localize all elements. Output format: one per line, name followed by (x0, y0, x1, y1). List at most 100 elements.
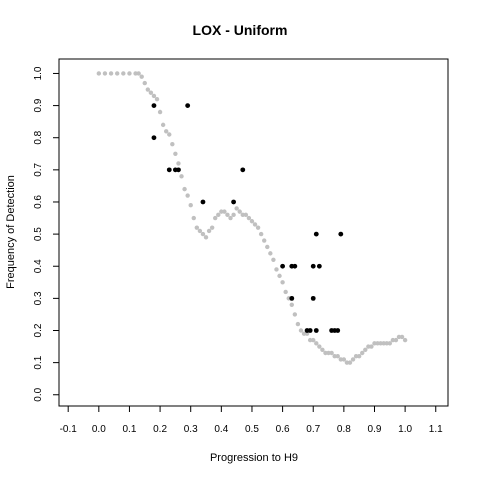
gray-point (148, 90, 154, 95)
black-point (176, 167, 181, 173)
gray-point (262, 238, 267, 243)
gray-point (317, 344, 322, 349)
gray-point (160, 122, 166, 128)
gray-point (399, 334, 405, 340)
gray-point (102, 71, 108, 76)
gray-point (164, 129, 169, 134)
gray-point (167, 132, 172, 137)
gray-point (360, 350, 365, 356)
gray-point (139, 74, 144, 79)
gray-point (307, 337, 313, 343)
gray-point (234, 206, 239, 211)
gray-point (197, 228, 203, 234)
gray-point (326, 350, 331, 356)
gray-point (203, 235, 209, 240)
y-axis: 0.0 0.1 0.2 0.3 0.4 0.5 0.6 0.7 0.8 0.9 1.0 (33, 66, 59, 402)
gray-point (240, 212, 245, 218)
gray-point (142, 80, 147, 86)
black-point (289, 295, 295, 301)
gray-point (173, 151, 178, 156)
gray-point (268, 251, 273, 256)
x-axis: -0.1 0.0 0.1 0.2 0.3 0.4 0.5 0.6 0.7 0.8 0.9 1.0 1.1 (60, 406, 443, 435)
gray-point (292, 312, 298, 317)
gray-point (298, 328, 304, 333)
black-point (151, 135, 157, 141)
gray-point (200, 231, 206, 237)
gray-point (246, 215, 252, 221)
gray-point (265, 244, 270, 250)
y-tick-label: 0.9 (33, 98, 44, 112)
x-tick-label: 0.0 (92, 424, 106, 435)
gray-point (314, 341, 319, 346)
y-axis-label: Frequency of Detection (5, 175, 17, 289)
black-point (313, 328, 319, 333)
gray-point (283, 289, 288, 295)
gray-point (347, 360, 353, 365)
gray-point (375, 341, 380, 346)
gray-point (335, 354, 340, 359)
x-tick-label: 0.4 (214, 424, 228, 435)
gray-point (338, 357, 343, 362)
gray-point (277, 273, 282, 279)
chart-title: LOX - Uniform (193, 22, 288, 38)
y-tick-label: 0.2 (33, 323, 44, 337)
y-tick-label: 0.6 (33, 195, 44, 209)
gray-point (311, 337, 316, 343)
black-point (313, 231, 319, 237)
gray-point (289, 302, 294, 307)
gray-point (176, 161, 181, 166)
gray-point (219, 209, 224, 214)
gray-point (323, 350, 328, 356)
gray-point (332, 354, 337, 359)
x-tick-label: 0.6 (276, 424, 290, 435)
gray-point (206, 228, 212, 234)
y-tick-label: 0.1 (33, 355, 44, 369)
x-tick-label: 0.8 (337, 424, 351, 435)
black-point (231, 199, 236, 205)
gray-point (280, 280, 285, 285)
black-point (200, 199, 206, 205)
gray-point (151, 93, 157, 99)
gray-point (356, 354, 362, 359)
plot-area-frame (58, 58, 449, 407)
black-point (316, 263, 322, 269)
y-tick-label: 0.5 (33, 227, 44, 241)
gray-point (188, 202, 193, 208)
black-point (310, 295, 316, 301)
black-point (185, 103, 191, 108)
gray-point (295, 321, 301, 327)
gray-point (252, 222, 258, 227)
gray-point (301, 331, 307, 336)
gray-point (237, 209, 242, 214)
x-tick-label: 0.1 (122, 424, 136, 435)
black-point (280, 263, 285, 269)
black-point (151, 103, 157, 108)
x-tick-label: 1.1 (429, 424, 443, 435)
gray-point (366, 344, 371, 349)
gray-point (182, 186, 187, 192)
gray-point (179, 174, 184, 179)
gray-point (271, 257, 276, 263)
gray-point (191, 215, 196, 221)
x-tick-label: 1.0 (398, 424, 412, 435)
gray-point (222, 209, 227, 214)
gray-point (136, 71, 141, 76)
gray-point (353, 354, 359, 359)
gray-point (231, 212, 236, 218)
gray-point (387, 341, 392, 346)
black-point (240, 167, 246, 173)
x-tick-label: 0.9 (368, 424, 382, 435)
gray-point (274, 267, 279, 272)
x-tick-label: -0.1 (60, 424, 78, 435)
gray-point (133, 71, 138, 76)
y-tick-label: 0.3 (33, 291, 44, 305)
gray-point (402, 337, 408, 343)
black-point (307, 328, 313, 333)
gray-point (96, 71, 102, 76)
gray-point (249, 219, 255, 224)
y-tick-label: 0.0 (33, 387, 44, 401)
gray-point (350, 357, 356, 362)
black-point (310, 263, 316, 269)
x-axis-label: Progression to H9 (210, 452, 298, 464)
